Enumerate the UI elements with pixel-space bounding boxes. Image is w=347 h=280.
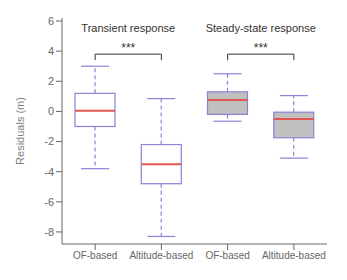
svg-text:OF-based: OF-based bbox=[73, 250, 117, 261]
svg-text:Altitude-based: Altitude-based bbox=[129, 250, 193, 261]
svg-text:6: 6 bbox=[48, 15, 54, 27]
svg-text:***: *** bbox=[254, 41, 268, 55]
svg-text:-2: -2 bbox=[44, 135, 54, 147]
svg-text:Residuals (m): Residuals (m) bbox=[14, 97, 26, 165]
svg-text:2: 2 bbox=[48, 75, 54, 87]
svg-text:Steady-state response: Steady-state response bbox=[206, 22, 316, 34]
svg-text:4: 4 bbox=[48, 45, 54, 57]
svg-text:Transient response: Transient response bbox=[81, 22, 175, 34]
svg-text:-8: -8 bbox=[44, 226, 54, 238]
svg-text:-4: -4 bbox=[44, 166, 54, 178]
svg-text:-6: -6 bbox=[44, 196, 54, 208]
svg-text:OF-based: OF-based bbox=[205, 250, 249, 261]
svg-text:Altitude-based: Altitude-based bbox=[262, 250, 326, 261]
svg-text:0: 0 bbox=[48, 105, 54, 117]
svg-text:***: *** bbox=[121, 41, 135, 55]
